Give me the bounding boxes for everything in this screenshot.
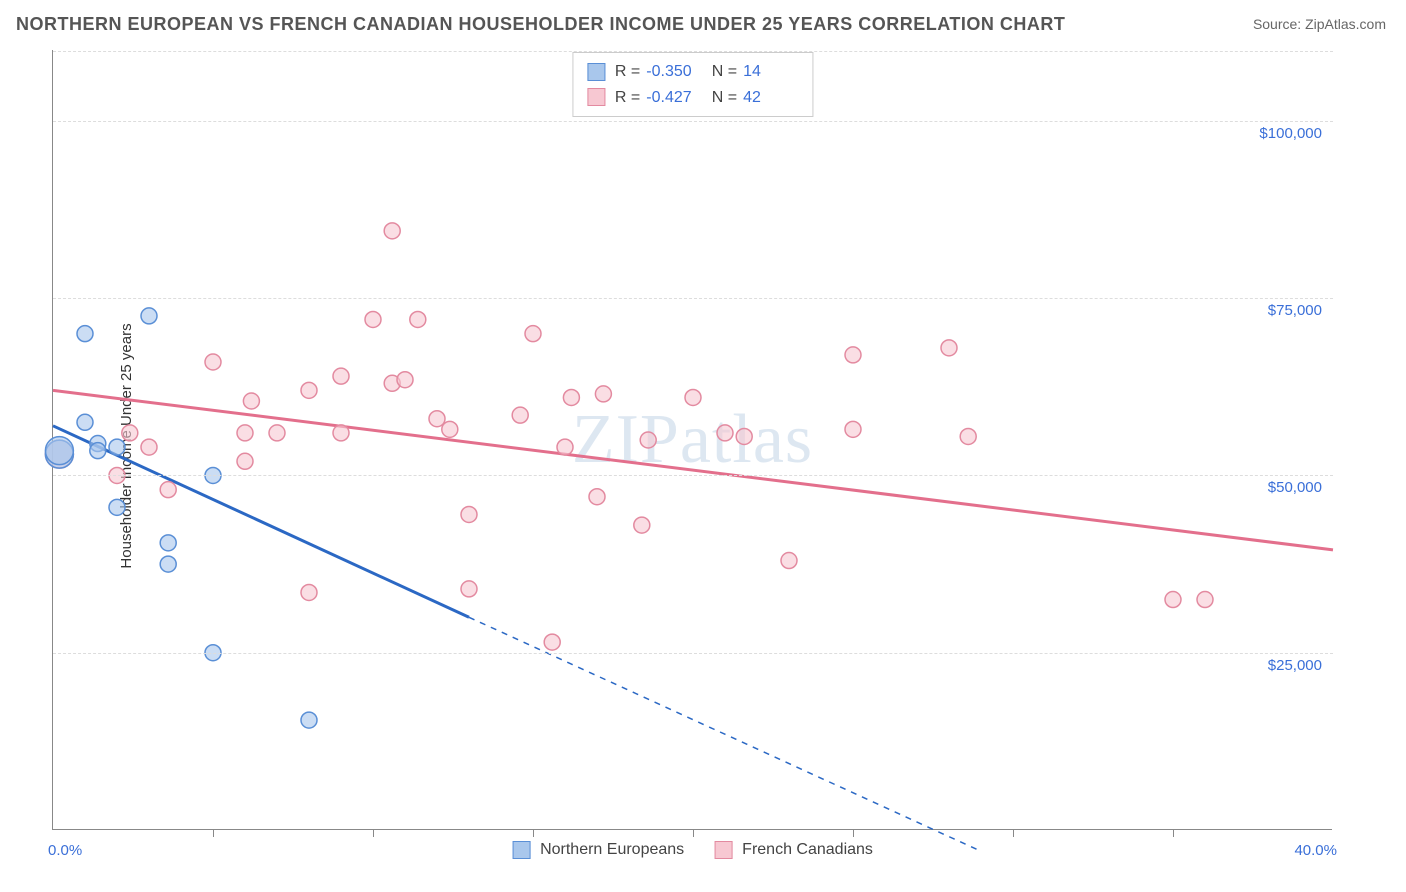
scatter-point-northern_europeans (77, 326, 93, 342)
scatter-point-french_canadians (384, 223, 400, 239)
scatter-point-french_canadians (442, 421, 458, 437)
scatter-point-french_canadians (563, 389, 579, 405)
scatter-point-french_canadians (1197, 592, 1213, 608)
scatter-point-northern_europeans (141, 308, 157, 324)
scatter-point-french_canadians (237, 453, 253, 469)
scatter-point-french_canadians (781, 553, 797, 569)
scatter-point-french_canadians (205, 354, 221, 370)
scatter-point-french_canadians (269, 425, 285, 441)
scatter-point-french_canadians (544, 634, 560, 650)
y-gridline (53, 121, 1333, 122)
x-tick (1173, 829, 1174, 837)
plot-area: ZIPatlas R = -0.350 N = 14 R = -0.427 N … (52, 50, 1332, 830)
scatter-point-french_canadians (333, 425, 349, 441)
scatter-point-french_canadians (410, 311, 426, 327)
scatter-point-french_canadians (461, 506, 477, 522)
scatter-point-french_canadians (557, 439, 573, 455)
scatter-point-french_canadians (461, 581, 477, 597)
scatter-point-french_canadians (525, 326, 541, 342)
y-tick-label: $100,000 (1259, 125, 1322, 142)
scatter-point-french_canadians (941, 340, 957, 356)
chart-source: Source: ZipAtlas.com (1253, 16, 1386, 32)
scatter-point-french_canadians (365, 311, 381, 327)
scatter-point-french_canadians (160, 482, 176, 498)
scatter-point-french_canadians (736, 428, 752, 444)
scatter-point-northern_europeans (301, 712, 317, 728)
scatter-point-northern_europeans (45, 437, 73, 465)
x-axis-max-label: 40.0% (1294, 842, 1337, 859)
scatter-point-french_canadians (122, 425, 138, 441)
legend-item-pink: French Canadians (714, 841, 873, 859)
legend-item-blue: Northern Europeans (512, 841, 684, 859)
scatter-point-french_canadians (429, 411, 445, 427)
legend-swatch-blue (512, 841, 530, 859)
x-tick (853, 829, 854, 837)
scatter-point-french_canadians (845, 421, 861, 437)
x-tick (373, 829, 374, 837)
y-tick-label: $25,000 (1268, 657, 1322, 674)
x-tick (533, 829, 534, 837)
y-gridline (53, 475, 1333, 476)
scatter-point-northern_europeans (90, 443, 106, 459)
scatter-point-french_canadians (960, 428, 976, 444)
y-gridline (53, 653, 1333, 654)
scatter-point-french_canadians (301, 382, 317, 398)
regression-line-french_canadians (53, 390, 1333, 550)
scatter-point-french_canadians (237, 425, 253, 441)
chart-title: NORTHERN EUROPEAN VS FRENCH CANADIAN HOU… (16, 14, 1065, 35)
x-axis-min-label: 0.0% (48, 842, 82, 859)
scatter-point-french_canadians (685, 389, 701, 405)
legend: Northern Europeans French Canadians (512, 841, 873, 859)
scatter-point-french_canadians (640, 432, 656, 448)
legend-swatch-pink (714, 841, 732, 859)
scatter-point-northern_europeans (160, 535, 176, 551)
scatter-point-northern_europeans (109, 499, 125, 515)
scatter-point-french_canadians (301, 584, 317, 600)
y-gridline (53, 51, 1333, 52)
scatter-point-northern_europeans (109, 439, 125, 455)
y-gridline (53, 298, 1333, 299)
legend-label-pink: French Canadians (742, 841, 873, 859)
scatter-point-french_canadians (397, 372, 413, 388)
scatter-point-northern_europeans (77, 414, 93, 430)
scatter-point-french_canadians (243, 393, 259, 409)
y-tick-label: $75,000 (1268, 302, 1322, 319)
x-tick (1013, 829, 1014, 837)
scatter-point-french_canadians (589, 489, 605, 505)
scatter-point-french_canadians (1165, 592, 1181, 608)
scatter-point-french_canadians (845, 347, 861, 363)
legend-label-blue: Northern Europeans (540, 841, 684, 859)
x-tick (693, 829, 694, 837)
scatter-point-northern_europeans (160, 556, 176, 572)
scatter-point-french_canadians (717, 425, 733, 441)
chart-svg (53, 50, 1332, 829)
scatter-point-french_canadians (333, 368, 349, 384)
scatter-point-french_canadians (634, 517, 650, 533)
scatter-point-french_canadians (141, 439, 157, 455)
scatter-point-french_canadians (595, 386, 611, 402)
x-tick (213, 829, 214, 837)
scatter-point-french_canadians (512, 407, 528, 423)
y-tick-label: $50,000 (1268, 479, 1322, 496)
